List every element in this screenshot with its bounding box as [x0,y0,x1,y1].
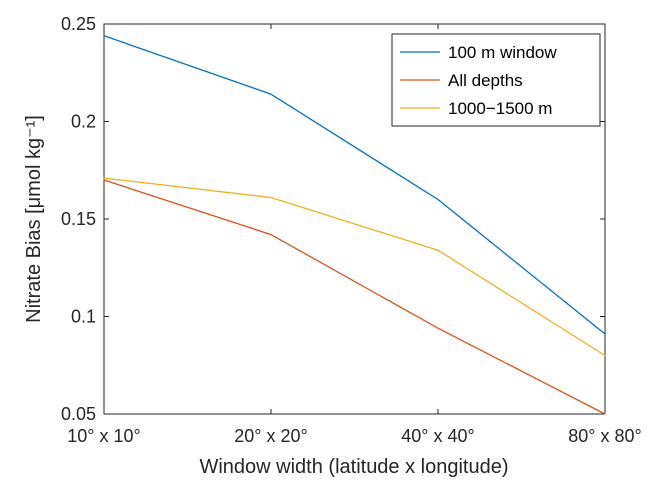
data-point [437,198,439,201]
x-axis-title: Window width (latitude x longitude) [199,456,508,478]
series-line-1 [103,179,606,415]
x-tick-label: 40° x 40° [401,426,474,446]
y-tick-label: 0.2 [71,112,96,132]
data-point [103,177,105,179]
y-axis-title: Nitrate Bias [μmol kg⁻¹] [23,115,45,323]
data-point [270,196,272,199]
data-point [437,327,439,329]
series-line-0 [103,35,606,335]
x-tick-label: 10° x 10° [67,426,140,446]
data-point [270,93,272,95]
series-line-2 [103,177,606,357]
x-tick-label: 80° x 80° [568,426,641,446]
legend-label: All depths [448,71,523,90]
data-point [604,354,606,357]
x-axis-ticks: 10° x 10° 20° x 20° 40° x 40° 80° x 80° [67,24,642,446]
y-tick-label: 0.15 [61,209,96,229]
data-point [270,234,272,236]
legend-label: 1000−1500 m [448,99,552,118]
series-lines [103,35,606,415]
data-point [604,333,606,335]
data-point [103,35,105,37]
y-tick-label: 0.05 [61,404,96,424]
y-axis-ticks: 0.05 0.1 0.15 0.2 0.25 [61,14,605,424]
data-point [103,179,105,181]
data-point [604,413,606,415]
legend: 100 m window All depths 1000−1500 m [391,33,601,127]
y-tick-label: 0.25 [61,14,96,34]
x-tick-label: 20° x 20° [234,426,307,446]
data-point [437,249,439,251]
legend-label: 100 m window [448,43,557,62]
y-tick-label: 0.1 [71,307,96,327]
